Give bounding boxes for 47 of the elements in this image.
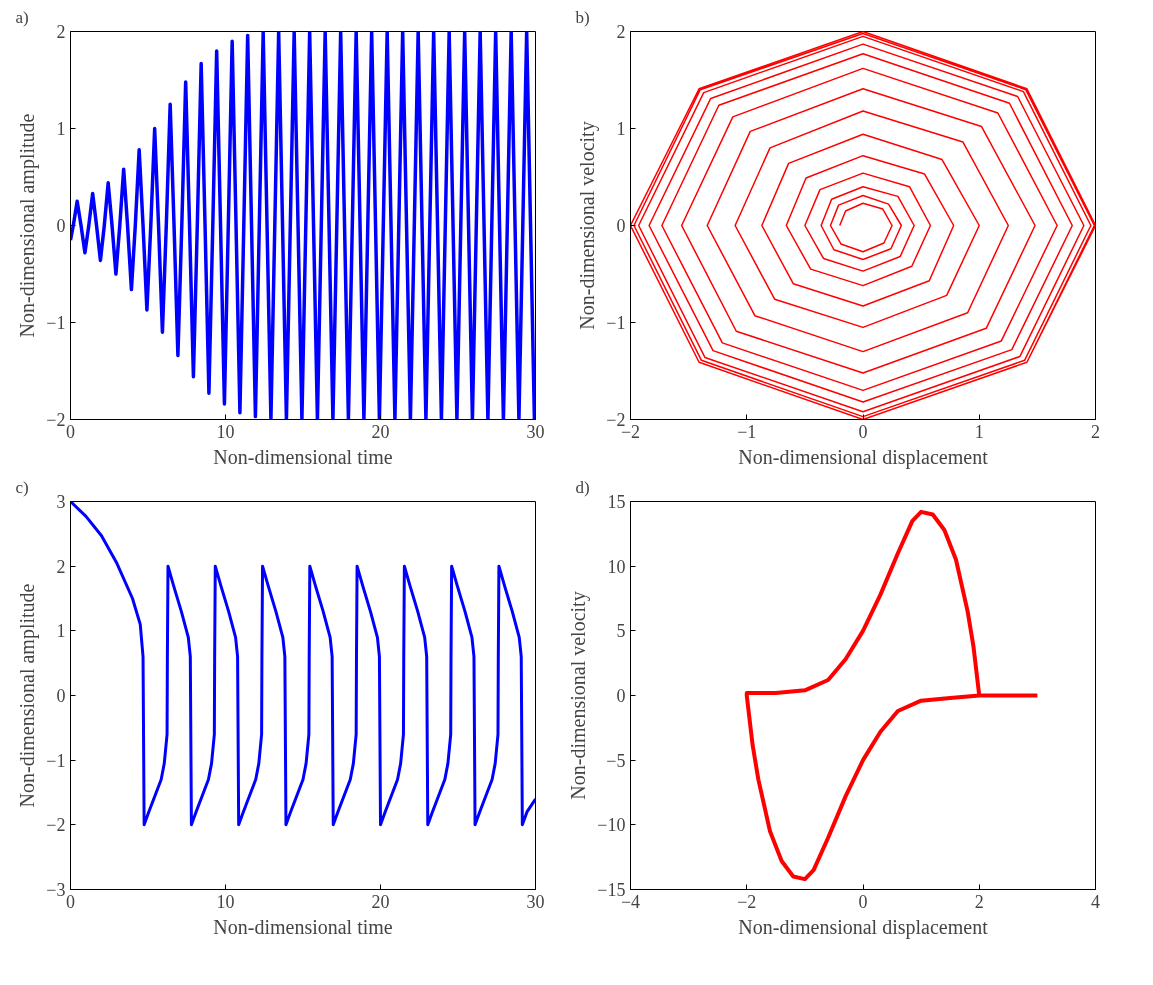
x-tick-label: −2 [737, 891, 757, 912]
y-tick-label: 2 [616, 22, 626, 42]
y-tick-label: −1 [46, 313, 66, 333]
x-tick-label: 30 [526, 421, 545, 442]
x-tick-label: 2 [974, 891, 984, 912]
x-tick-label: 10 [216, 421, 235, 442]
x-axis-title: Non-dimensional time [213, 445, 393, 468]
y-tick-label: −1 [606, 313, 626, 333]
x-tick-label: 30 [526, 891, 545, 912]
y-tick-label: 15 [607, 492, 626, 512]
y-axis-title: Non-dimensional velocity [567, 591, 591, 800]
y-tick-label: 0 [56, 216, 66, 236]
text: b) [575, 7, 590, 27]
y-tick-label: 10 [607, 556, 626, 577]
x-tick-label: 20 [371, 421, 390, 442]
y-tick-label: −5 [606, 750, 626, 771]
y-axis-title: Non-dimensional velocity [576, 121, 600, 330]
y-axis-title: Non-dimensional amplitude [16, 113, 40, 338]
y-tick-label: 1 [616, 119, 626, 139]
text: d) [575, 477, 590, 497]
y-tick-label: 0 [616, 686, 626, 706]
y-tick-label: 3 [56, 492, 66, 512]
y-tick-label: −1 [46, 750, 66, 771]
x-tick-label: 1 [974, 421, 984, 442]
x-axis-title: Non-dimensional time [213, 915, 393, 938]
text: c) [15, 477, 29, 497]
x-tick-label: 2 [1091, 421, 1100, 442]
x-tick-label: 10 [216, 891, 235, 912]
x-axis-title: Non-dimensional displacement [738, 445, 989, 469]
x-tick-label: 20 [371, 891, 390, 912]
x-tick-label: 0 [858, 891, 868, 912]
y-tick-label: −10 [597, 815, 626, 836]
y-tick-label: 5 [616, 621, 626, 642]
y-tick-label: 2 [56, 22, 66, 42]
y-tick-label: 1 [56, 119, 66, 139]
y-tick-label: −3 [46, 880, 66, 900]
y-axis-title: Non-dimensional amplitude [16, 583, 40, 808]
y-tick-label: 0 [56, 686, 66, 706]
y-tick-label: −2 [46, 815, 66, 836]
x-tick-label: 4 [1091, 891, 1100, 912]
x-tick-label: −1 [737, 421, 757, 442]
x-tick-label: 0 [858, 421, 868, 442]
y-tick-label: 2 [56, 556, 66, 577]
y-tick-label: 1 [56, 621, 66, 642]
text: a) [15, 7, 29, 27]
x-axis-title: Non-dimensional displacement [738, 915, 989, 939]
y-tick-label: 0 [616, 216, 626, 236]
